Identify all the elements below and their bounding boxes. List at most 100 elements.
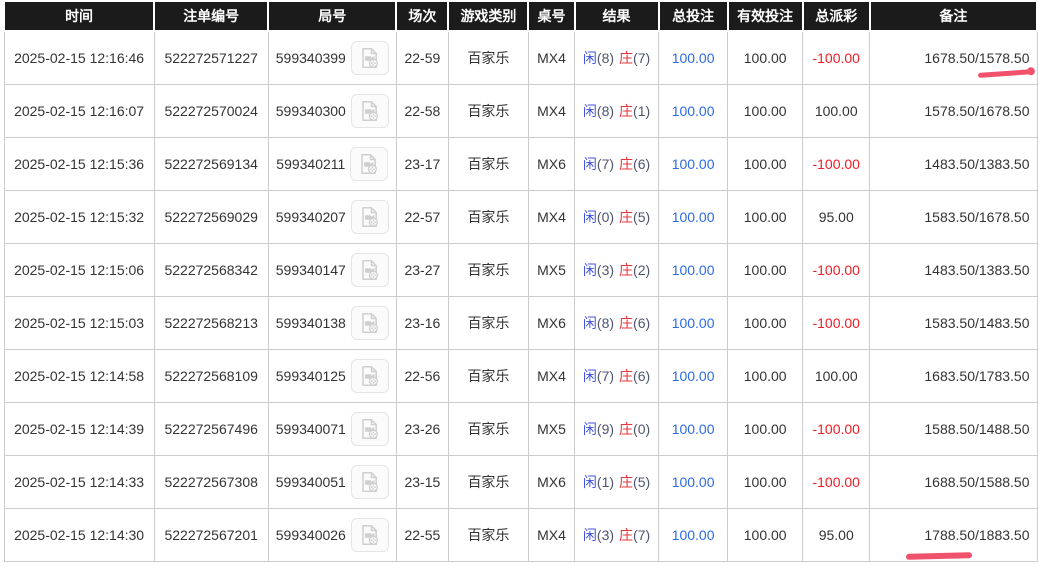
result-player-score: (3)	[596, 262, 615, 278]
cell-time: 2025-02-15 12:15:32	[3, 190, 155, 244]
cell-session: 22-59	[395, 30, 449, 85]
cell-session: 23-17	[395, 137, 449, 191]
cell-table-number: MX6	[527, 455, 576, 509]
video-replay-button[interactable]	[350, 147, 389, 181]
result-banker-score: (6)	[633, 315, 651, 331]
cell-total-bet: 100.00	[658, 243, 729, 297]
cell-game-type: 百家乐	[447, 349, 529, 403]
cell-result: 闲(1) 庄(5)	[573, 455, 660, 509]
cell-bet-number: 522272567201	[153, 508, 269, 562]
cell-game-type: 百家乐	[447, 30, 529, 85]
cell-session: 22-58	[395, 84, 449, 138]
cell-total-bet: 100.00	[658, 349, 729, 403]
video-replay-button[interactable]	[350, 41, 389, 75]
cell-total-payout: 100.00	[802, 84, 871, 138]
video-replay-button[interactable]	[350, 412, 389, 446]
cell-round-number: 599340207	[267, 190, 397, 244]
cell-result: 闲(3) 庄(2)	[573, 243, 660, 297]
result-player-score: (3)	[596, 527, 615, 543]
cell-total-payout: 100.00	[802, 349, 871, 403]
video-replay-button[interactable]	[350, 94, 389, 128]
round-number-text: 599340125	[275, 368, 346, 384]
cell-remark: 1688.50/1588.50	[869, 455, 1038, 509]
table-row: 2025-02-15 12:14:30 522272567201 5993400…	[3, 508, 1038, 562]
cell-session: 23-26	[395, 402, 449, 456]
cell-bet-number: 522272568213	[153, 296, 269, 350]
cell-bet-number: 522272568342	[153, 243, 269, 297]
cell-total-bet: 100.00	[658, 402, 729, 456]
video-file-icon	[362, 313, 378, 333]
result-player-score: (9)	[596, 421, 615, 437]
cell-result: 闲(9) 庄(0)	[573, 402, 660, 456]
result-banker-label: 庄	[619, 527, 634, 543]
cell-result: 闲(0) 庄(5)	[573, 190, 660, 244]
cell-round-number: 599340051	[267, 455, 397, 509]
cell-total-bet: 100.00	[658, 455, 729, 509]
cell-round-number: 599340211	[267, 137, 397, 191]
result-player-label: 闲	[582, 421, 597, 437]
cell-result: 闲(8) 庄(6)	[573, 296, 660, 350]
cell-game-type: 百家乐	[447, 455, 529, 509]
cell-remark: 1583.50/1483.50	[869, 296, 1038, 350]
cell-total-bet: 100.00	[658, 84, 729, 138]
cell-bet-number: 522272569134	[153, 137, 269, 191]
cell-valid-bet: 100.00	[727, 137, 804, 191]
column-header-total_payout: 总派彩	[801, 0, 871, 32]
video-file-icon	[362, 419, 378, 439]
video-replay-button[interactable]	[350, 200, 389, 234]
cell-total-bet: 100.00	[658, 30, 729, 85]
column-header-result: 结果	[573, 0, 660, 32]
cell-time: 2025-02-15 12:15:06	[3, 243, 155, 297]
cell-time: 2025-02-15 12:15:36	[3, 137, 155, 191]
column-header-session: 场次	[395, 0, 450, 32]
video-replay-button[interactable]	[350, 253, 389, 287]
result-player-label: 闲	[582, 368, 597, 384]
cell-time: 2025-02-15 12:16:46	[3, 30, 155, 85]
result-player-score: (8)	[596, 50, 615, 66]
round-number-text: 599340147	[275, 262, 346, 278]
cell-total-payout: -100.00	[802, 137, 871, 191]
cell-result: 闲(7) 庄(6)	[573, 137, 660, 191]
result-banker-score: (5)	[633, 474, 651, 490]
table-row: 2025-02-15 12:15:36 522272569134 5993402…	[3, 137, 1038, 191]
video-replay-button[interactable]	[350, 465, 389, 499]
cell-game-type: 百家乐	[447, 137, 529, 191]
round-number-text: 599340071	[275, 421, 346, 437]
cell-bet-number: 522272569029	[153, 190, 269, 244]
result-player-label: 闲	[582, 103, 597, 119]
cell-table-number: MX4	[527, 30, 576, 85]
cell-valid-bet: 100.00	[727, 30, 804, 85]
cell-result: 闲(3) 庄(7)	[573, 508, 660, 562]
video-replay-button[interactable]	[350, 306, 389, 340]
cell-table-number: MX4	[527, 190, 576, 244]
cell-session: 23-27	[395, 243, 449, 297]
result-banker-label: 庄	[619, 50, 634, 66]
table-row: 2025-02-15 12:14:33 522272567308 5993400…	[3, 455, 1038, 509]
round-number-text: 599340399	[275, 50, 346, 66]
table-row: 2025-02-15 12:16:07 522272570024 5993403…	[3, 84, 1038, 138]
cell-total-payout: -100.00	[802, 243, 871, 297]
video-replay-button[interactable]	[350, 359, 389, 393]
cell-remark: 1483.50/1383.50	[869, 137, 1038, 191]
table-row: 2025-02-15 12:15:06 522272568342 5993401…	[3, 243, 1038, 297]
cell-game-type: 百家乐	[447, 508, 529, 562]
column-header-total_bet: 总投注	[657, 0, 729, 32]
table-row: 2025-02-15 12:15:32 522272569029 5993402…	[3, 190, 1038, 244]
cell-remark: 1683.50/1783.50	[869, 349, 1038, 403]
cell-valid-bet: 100.00	[727, 190, 804, 244]
result-player-label: 闲	[582, 527, 597, 543]
cell-round-number: 599340125	[267, 349, 397, 403]
video-replay-button[interactable]	[350, 518, 389, 552]
table-row: 2025-02-15 12:16:46 522272571227 5993403…	[3, 30, 1038, 85]
column-header-table_no: 桌号	[527, 0, 576, 32]
cell-round-number: 599340399	[267, 30, 397, 85]
cell-remark: 1678.50/1578.50	[869, 30, 1038, 85]
result-player-label: 闲	[582, 209, 597, 225]
cell-round-number: 599340071	[267, 402, 397, 456]
cell-time: 2025-02-15 12:14:30	[3, 508, 155, 562]
cell-result: 闲(8) 庄(7)	[573, 30, 660, 85]
result-player-score: (0)	[596, 209, 615, 225]
cell-bet-number: 522272567308	[153, 455, 269, 509]
result-banker-score: (6)	[633, 368, 651, 384]
